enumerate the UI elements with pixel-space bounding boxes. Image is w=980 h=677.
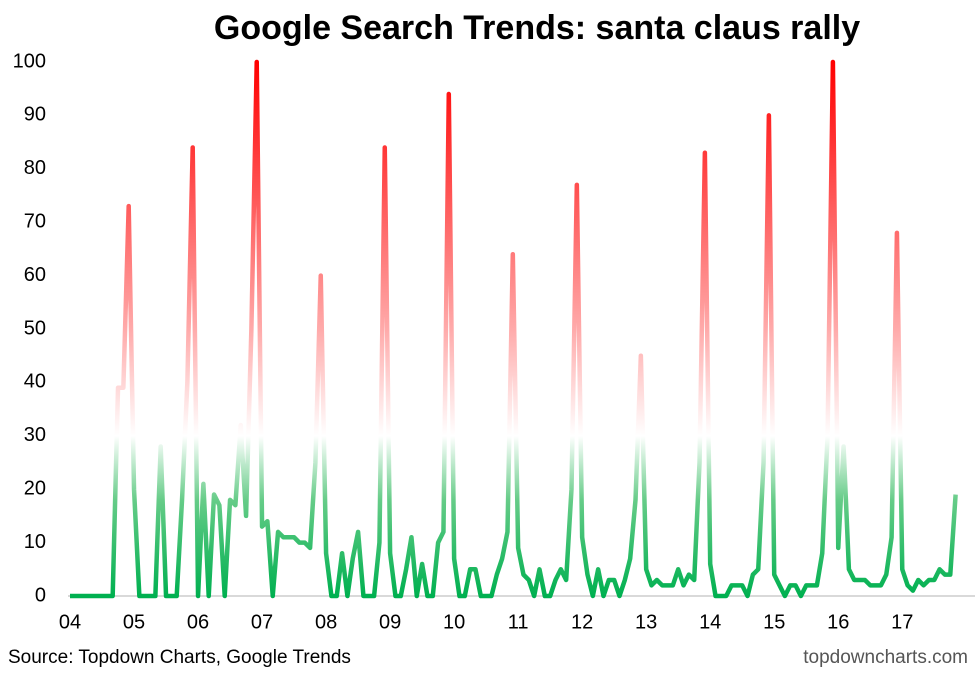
- x-tick-label: 10: [443, 611, 465, 633]
- y-tick-label: 70: [24, 210, 46, 232]
- y-tick-label: 90: [24, 104, 46, 126]
- y-tick-label: 20: [24, 477, 46, 499]
- x-tick-label: 16: [827, 611, 849, 633]
- x-tick-label: 11: [508, 611, 529, 633]
- x-tick-label: 04: [59, 611, 81, 633]
- watermark: topdowncharts.com: [803, 647, 968, 668]
- chart-title: Google Search Trends: santa claus rally: [214, 9, 860, 47]
- y-tick-label: 100: [13, 50, 46, 72]
- source: Source: Topdown Charts, Google Trends: [8, 647, 351, 668]
- x-tick-label: 14: [699, 611, 721, 633]
- x-tick-label: 12: [571, 611, 593, 633]
- x-tick-label: 17: [891, 611, 913, 633]
- y-tick-label: 40: [24, 371, 46, 393]
- x-tick-label: 13: [635, 611, 657, 633]
- x-tick-label: 15: [763, 611, 785, 633]
- x-tick-label: 05: [123, 611, 145, 633]
- x-tick-label: 06: [187, 611, 209, 633]
- y-tick-label: 10: [24, 531, 46, 553]
- trend-line: [70, 59, 958, 599]
- y-tick-label: 30: [24, 424, 46, 446]
- y-tick-label: 50: [24, 317, 46, 339]
- x-tick-label: 07: [251, 611, 273, 633]
- y-tick-label: 0: [35, 584, 46, 606]
- y-tick-label: 60: [24, 264, 46, 286]
- x-tick-label: 08: [315, 611, 337, 633]
- y-tick-label: 80: [24, 157, 46, 179]
- x-tick-label: 09: [379, 611, 401, 633]
